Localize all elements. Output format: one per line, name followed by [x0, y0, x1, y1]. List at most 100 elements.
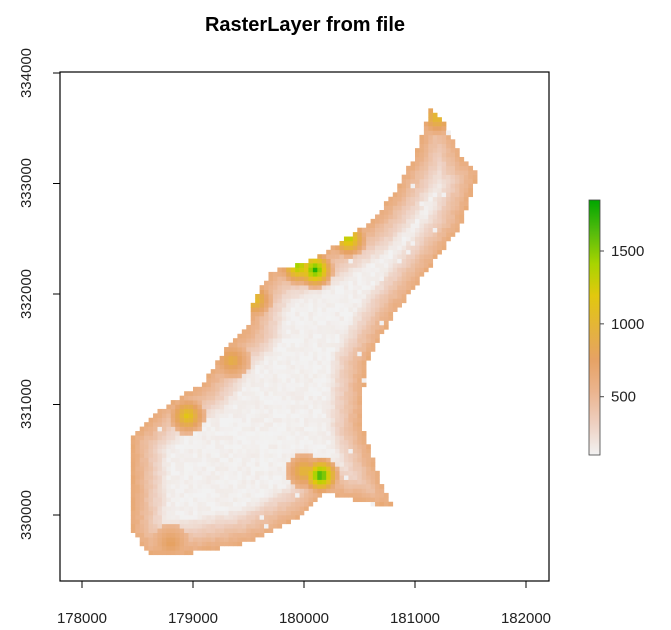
raster-cell — [153, 523, 158, 529]
raster-cell — [241, 501, 247, 507]
raster-cell — [406, 201, 411, 206]
raster-cell — [415, 258, 420, 264]
raster-cell — [286, 333, 291, 339]
raster-cell — [308, 466, 314, 472]
raster-cell — [193, 439, 198, 445]
raster-cell — [237, 519, 243, 525]
raster-cell — [437, 139, 442, 145]
raster-cell — [179, 431, 185, 436]
raster-cell — [321, 364, 327, 370]
raster-cell — [308, 355, 314, 361]
raster-cell — [161, 439, 167, 445]
raster-cell — [423, 267, 429, 273]
raster-cell — [224, 501, 229, 507]
raster-cell — [361, 280, 367, 286]
raster-cell — [339, 479, 345, 485]
raster-cell — [219, 506, 225, 511]
raster-cell — [295, 501, 300, 507]
raster-cell — [317, 386, 323, 392]
raster-cell — [335, 479, 340, 485]
raster-cell — [139, 510, 145, 516]
raster-cell — [397, 232, 402, 237]
raster-cell — [321, 263, 327, 268]
raster-cell — [339, 338, 345, 343]
raster-cell — [277, 382, 283, 388]
raster-cell — [388, 205, 394, 211]
raster-cell — [224, 347, 229, 352]
raster-cell — [255, 413, 260, 419]
raster-cell — [348, 267, 354, 273]
raster-cell — [335, 271, 340, 277]
raster-cell — [312, 435, 318, 441]
raster-cell — [343, 484, 349, 489]
raster-cell — [197, 519, 203, 525]
raster-cell — [255, 515, 260, 520]
raster-cell — [295, 316, 300, 321]
raster-cell — [197, 400, 203, 405]
raster-cell — [454, 148, 460, 153]
raster-cell — [241, 510, 247, 516]
raster-cell — [286, 444, 291, 449]
raster-cell — [237, 342, 243, 348]
raster-cell — [375, 501, 380, 507]
raster-cell — [428, 130, 434, 136]
raster-cell — [255, 400, 260, 405]
raster-cell — [361, 373, 367, 379]
raster-cell — [321, 377, 327, 383]
raster-cell — [339, 351, 345, 357]
raster-cell — [348, 431, 354, 436]
raster-cell — [272, 333, 278, 339]
raster-cell — [459, 192, 465, 198]
raster-cell — [201, 426, 207, 432]
raster-cell — [188, 545, 194, 551]
raster-cell — [135, 492, 141, 498]
raster-cell — [264, 435, 269, 441]
raster-cell — [357, 245, 363, 251]
raster-cell — [375, 214, 380, 220]
raster-cell — [259, 532, 265, 538]
raster-cell — [259, 488, 265, 494]
raster-cell — [175, 439, 180, 445]
raster-cell — [161, 537, 167, 542]
raster-cell — [397, 302, 402, 308]
raster-cell — [148, 541, 154, 547]
raster-cell — [130, 475, 136, 480]
raster-cell — [241, 417, 247, 423]
raster-cell — [246, 466, 252, 472]
raster-cell — [179, 492, 185, 498]
raster-cell — [392, 214, 398, 220]
raster-cell — [379, 488, 385, 494]
raster-cell — [299, 298, 305, 304]
raster-cell — [419, 196, 425, 202]
raster-cell — [157, 453, 163, 458]
raster-cell — [330, 364, 336, 370]
raster-cell — [277, 298, 283, 304]
raster-cell — [361, 342, 367, 348]
raster-cell — [175, 541, 180, 547]
raster-cell — [446, 232, 451, 237]
raster-cell — [139, 523, 145, 529]
raster-cell — [308, 289, 314, 295]
raster-cell — [241, 435, 247, 441]
raster-cell — [357, 470, 363, 476]
raster-cell — [330, 382, 336, 388]
raster-cell — [153, 475, 158, 480]
raster-cell — [312, 488, 318, 494]
raster-cell — [441, 156, 447, 162]
raster-cell — [423, 143, 429, 149]
raster-cell — [392, 285, 398, 290]
raster-cell — [277, 497, 283, 503]
raster-cell — [219, 439, 225, 445]
raster-cell — [312, 431, 318, 436]
raster-cell — [246, 369, 252, 374]
raster-cell — [352, 435, 358, 441]
raster-cell — [348, 377, 354, 383]
raster-cell — [281, 276, 287, 282]
raster-cell — [348, 294, 354, 299]
raster-cell — [352, 249, 358, 255]
raster-cell — [228, 475, 234, 480]
raster-cell — [312, 267, 318, 273]
raster-cell — [397, 240, 402, 246]
raster-cell — [299, 271, 305, 277]
raster-cell — [295, 506, 300, 511]
